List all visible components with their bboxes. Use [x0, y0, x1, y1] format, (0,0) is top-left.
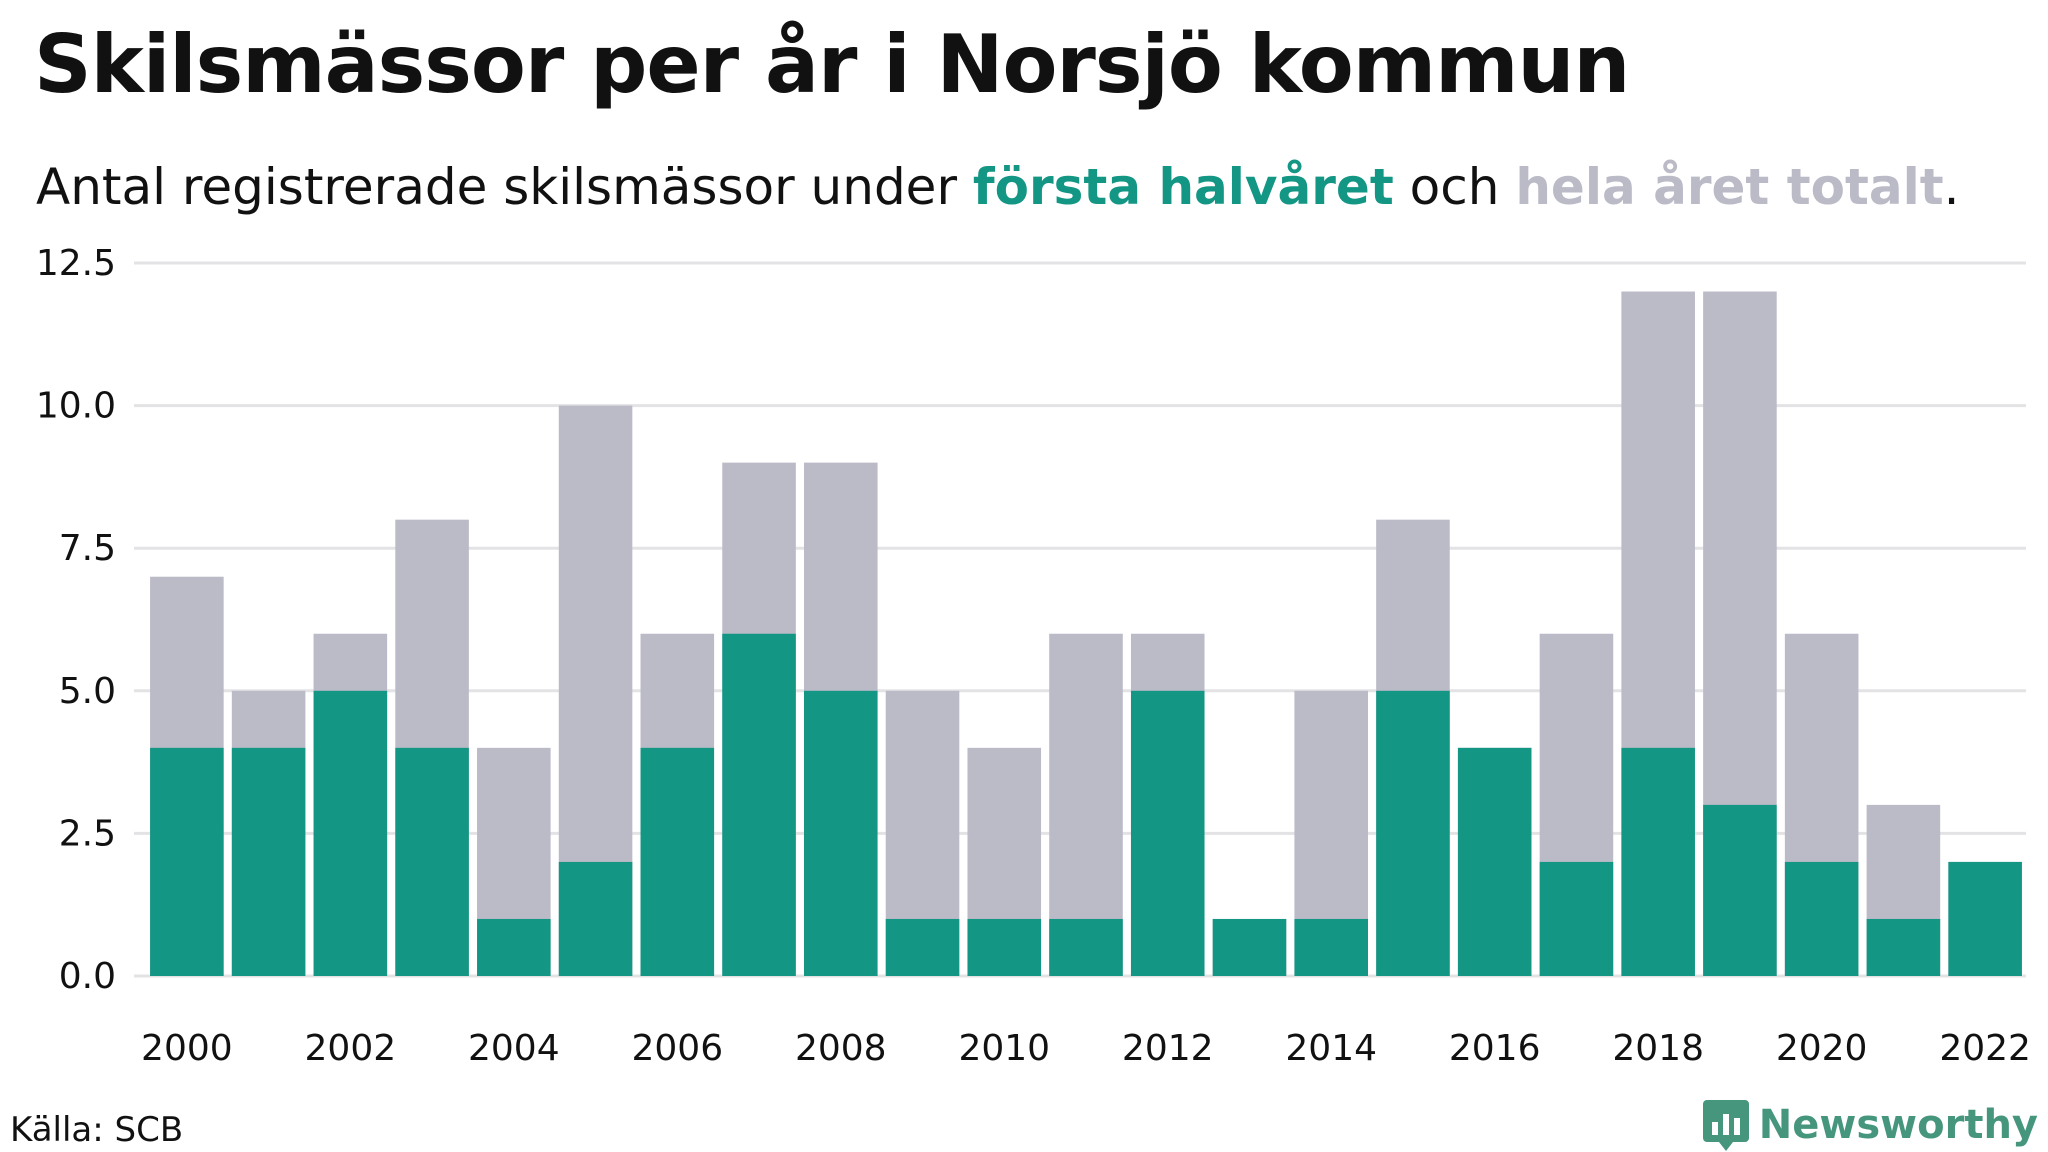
bar-first-half-2003 — [395, 747, 469, 976]
x-tick-label: 2008 — [795, 1028, 887, 1069]
x-tick-label: 2014 — [1285, 1028, 1377, 1069]
bar-first-half-2008 — [804, 690, 878, 976]
bar-first-half-2022 — [1948, 861, 2022, 976]
bar-first-half-2012 — [1130, 690, 1205, 976]
bar-first-half-2015 — [1376, 690, 1450, 976]
bars — [150, 291, 2022, 977]
subtitle-first-half-label: första halvåret — [972, 158, 1394, 216]
source-note: Källa: SCB — [10, 1110, 184, 1150]
x-tick-label: 2020 — [1776, 1028, 1868, 1069]
bar-first-half-2018 — [1621, 747, 1695, 976]
x-tick-label: 2002 — [305, 1028, 397, 1069]
x-tick-label: 2004 — [468, 1028, 560, 1069]
bar-first-half-2016 — [1457, 747, 1532, 976]
bar-first-half-2019 — [1703, 804, 1777, 976]
bar-first-half-2001 — [231, 747, 306, 976]
bar-first-half-2021 — [1866, 918, 1941, 976]
bar-first-half-2013 — [1212, 918, 1287, 976]
y-tick-label: 5.0 — [59, 671, 116, 712]
subtitle-end: . — [1943, 158, 1960, 216]
bar-first-half-2009 — [885, 918, 960, 976]
x-axis-ticks: 2000 2002 2004 2006 2008 2010 2012 2014 2016 2018… — [141, 1028, 2031, 1069]
bar-first-half-2017 — [1539, 861, 1614, 976]
y-tick-label: 10.0 — [36, 386, 116, 427]
y-tick-label: 12.5 — [36, 243, 116, 284]
bar-first-half-2010 — [967, 918, 1042, 976]
bar-first-half-2005 — [558, 861, 633, 976]
x-tick-label: 2018 — [1612, 1028, 1704, 1069]
x-tick-label: 2012 — [1122, 1028, 1214, 1069]
y-tick-label: 2.5 — [59, 813, 116, 854]
bar-first-half-2020 — [1784, 861, 1859, 976]
newsworthy-logo-icon — [1702, 1100, 1749, 1151]
newsworthy-logo: Newsworthy — [1702, 1098, 2038, 1152]
bar-chart: 0.02.55.07.510.012.5 2000 2002 2004 2006 200… — [36, 243, 2031, 1069]
y-tick-label: 0.0 — [59, 956, 116, 997]
chart-title: Skilsmässor per år i Norsjö kommun — [34, 18, 1630, 111]
y-tick-label: 7.5 — [59, 528, 116, 569]
bar-first-half-2006 — [640, 747, 715, 976]
bar-first-half-2007 — [722, 633, 796, 976]
bar-first-half-2000 — [150, 747, 224, 976]
x-tick-label: 2006 — [631, 1028, 723, 1069]
bar-first-half-2004 — [477, 918, 551, 976]
subtitle-mid: och — [1393, 158, 1516, 216]
x-tick-label: 2016 — [1449, 1028, 1541, 1069]
x-tick-label: 2022 — [1939, 1028, 2031, 1069]
y-axis-ticks: 0.0 2.5 5.0 7.5 10.0 12.5 — [36, 243, 116, 997]
subtitle-full-year-label: hela året totalt — [1515, 158, 1944, 216]
subtitle-prefix: Antal registrerade skilsmässor under — [36, 158, 973, 216]
bar-first-half-2002 — [313, 690, 388, 976]
chart-subtitle: Antal registrerade skilsmässor under för… — [36, 158, 1960, 216]
x-tick-label: 2000 — [141, 1028, 233, 1069]
x-tick-label: 2010 — [958, 1028, 1050, 1069]
newsworthy-logo-text: Newsworthy — [1758, 1102, 2038, 1148]
bar-first-half-2014 — [1294, 918, 1368, 976]
bar-first-half-2011 — [1049, 918, 1123, 976]
